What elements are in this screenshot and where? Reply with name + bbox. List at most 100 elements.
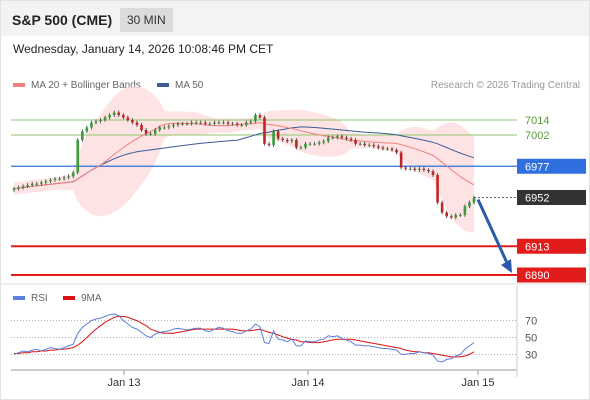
candle-body (336, 136, 339, 138)
rsi-ma9-line (14, 315, 475, 358)
candle-body (194, 122, 198, 124)
candle-body (131, 120, 134, 123)
candle-body (162, 127, 166, 129)
ma20-line (13, 122, 475, 190)
legend-bollinger: MA 20 + Bollinger Bands (13, 80, 141, 91)
candle-body (235, 123, 239, 125)
candle-body (26, 185, 29, 187)
candle-body (472, 197, 476, 203)
bollinger-swatch (13, 83, 25, 88)
candle-body (122, 115, 125, 118)
candle-body (331, 137, 335, 139)
candle-body (144, 130, 148, 134)
candle-body (436, 175, 439, 203)
bollinger-band-area (14, 86, 474, 233)
level-label-6890: 6890 (525, 270, 549, 282)
candle-body (190, 122, 193, 124)
level-tag-6913 (517, 238, 586, 254)
candle-body (449, 216, 453, 218)
ma50-swatch (157, 83, 169, 88)
candle-body (244, 122, 248, 125)
legend-rsi: RSI (13, 293, 48, 304)
candle-body (53, 178, 57, 180)
candle-body (158, 127, 162, 130)
candle-body (377, 146, 380, 148)
candle-body (463, 206, 467, 215)
candle-body (381, 147, 385, 149)
candle-body (399, 152, 403, 168)
rsi-swatch (13, 296, 25, 301)
legend-bollinger-label: MA 20 + Bollinger Bands (31, 80, 141, 91)
candle-body (299, 147, 303, 149)
candle-body (427, 170, 430, 172)
candle-body (272, 131, 275, 145)
candle-body (231, 123, 234, 125)
candle-body (12, 188, 16, 190)
projection-arrow-head (501, 259, 512, 273)
last-price-label: 6952 (525, 193, 549, 205)
candle-body (208, 123, 212, 125)
candle-body (21, 186, 25, 188)
candle-body (112, 112, 116, 115)
candle-body (226, 122, 230, 124)
candle-body (44, 181, 48, 183)
candle-body (390, 148, 394, 150)
level-tag-6890 (517, 267, 586, 283)
candle-body (35, 183, 39, 185)
level-label-6977: 6977 (525, 161, 549, 173)
candle-body (263, 117, 266, 144)
symbol-title: S&P 500 (CME) (12, 12, 113, 28)
rsi-tick-30: 30 (525, 349, 537, 361)
candle-body (76, 140, 80, 173)
chart-header: S&P 500 (CME) 30 MIN (1, 1, 589, 36)
level-label-6913: 6913 (525, 241, 549, 253)
legend-9ma: 9MA (63, 293, 102, 304)
candle-body (90, 122, 93, 128)
candle-body (185, 123, 189, 125)
candle-body (418, 168, 421, 170)
candle-body (172, 125, 175, 127)
candle-body (326, 137, 330, 142)
projection-arrow-shaft (476, 198, 510, 266)
legend-ma50-label: MA 50 (175, 80, 204, 91)
candle-body (276, 131, 280, 139)
candle-body (354, 140, 357, 144)
candle-body (459, 215, 462, 216)
candle-body (140, 125, 143, 130)
candle-body (85, 127, 89, 132)
candle-body (49, 180, 52, 182)
legend-ma50: MA 50 (157, 80, 203, 91)
legend-9ma-label: 9MA (81, 293, 102, 304)
candle-body (71, 172, 75, 177)
candle-body (40, 182, 43, 184)
candle-body (153, 130, 157, 134)
legend-rsi-label: RSI (31, 293, 48, 304)
candle-body (181, 123, 184, 125)
candle-body (358, 143, 362, 145)
candle-body (386, 148, 389, 150)
candle-body (258, 115, 262, 118)
x-tick-label: Jan 13 (107, 377, 140, 389)
candle-body (108, 115, 111, 118)
x-tick-label: Jan 15 (461, 377, 494, 389)
candle-body (213, 122, 216, 124)
candle-body (313, 143, 316, 145)
candle-body (454, 215, 458, 218)
datetime-label: Wednesday, January 14, 2026 10:08:46 PM … (13, 42, 274, 56)
candle-body (67, 176, 70, 178)
candle-body (222, 122, 225, 124)
rsi-line (13, 313, 475, 363)
candle-body (249, 121, 253, 123)
candle-body (62, 177, 66, 179)
candle-body (99, 120, 102, 122)
candle-body (217, 122, 221, 124)
candle-body (408, 168, 412, 170)
candle-body (440, 202, 444, 213)
timeframe-button[interactable]: 30 MIN (120, 8, 173, 32)
candle-body (203, 122, 207, 124)
candle-body (468, 202, 471, 207)
candle-body (17, 187, 20, 189)
candle-body (281, 138, 285, 140)
candle-body (349, 138, 353, 140)
